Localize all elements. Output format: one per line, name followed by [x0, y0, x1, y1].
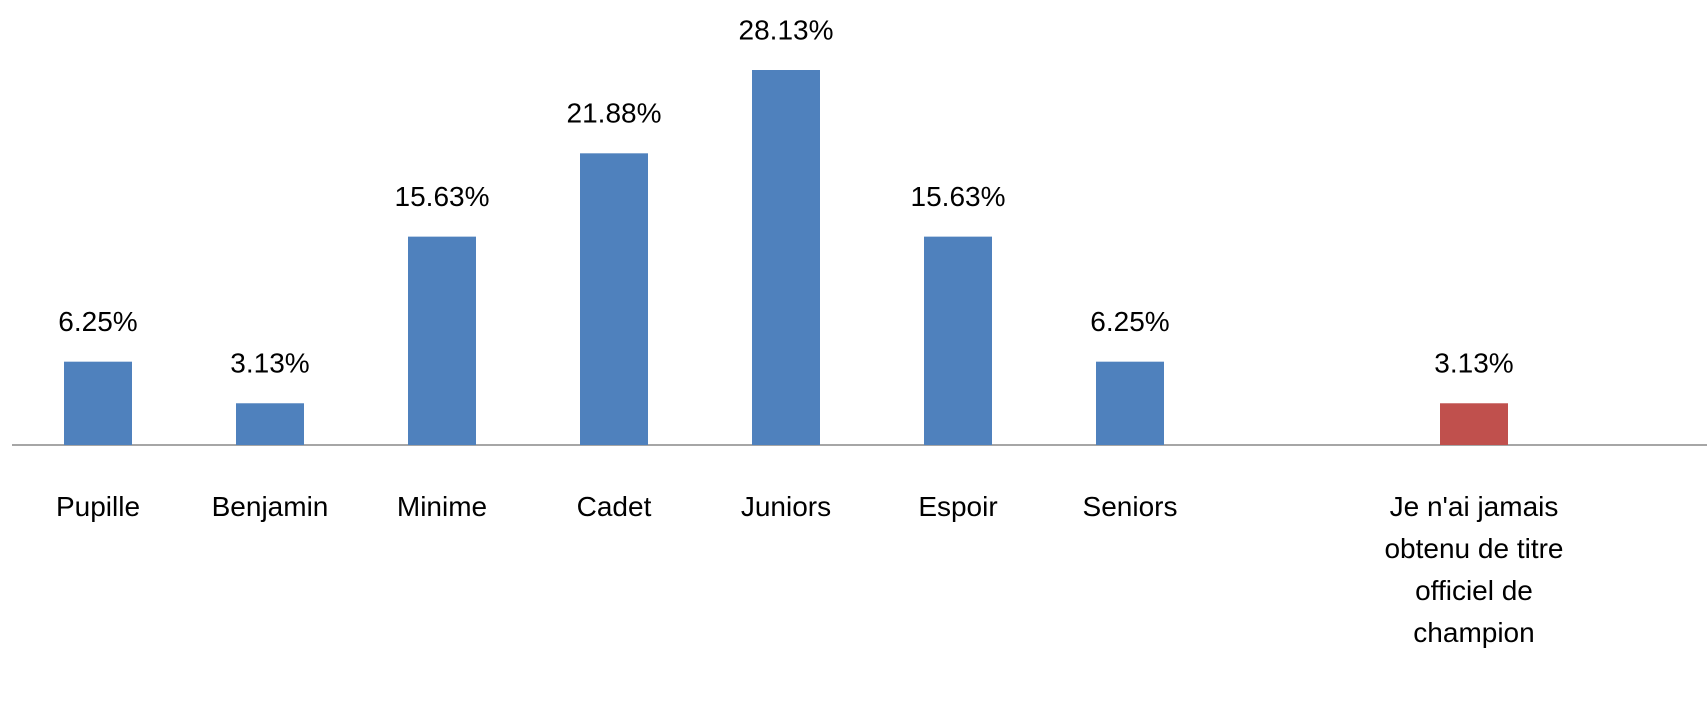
x-tick-label: Juniors: [740, 491, 832, 522]
x-tick-label: Benjamin: [211, 491, 329, 522]
data-label: 6.25%: [58, 306, 137, 337]
bar: [408, 236, 476, 445]
bar: [64, 361, 132, 445]
bar: [580, 153, 648, 445]
bar: [924, 236, 992, 445]
x-tick-label: Je n'ai jamais obtenu de titre officiel …: [1384, 491, 1564, 648]
data-label: 3.13%: [1434, 348, 1513, 379]
x-tick-label: Minime: [396, 491, 488, 522]
bar: [1440, 403, 1508, 445]
data-label: 21.88%: [567, 98, 662, 129]
x-tick-label: Pupille: [55, 491, 141, 522]
bar: [1096, 361, 1164, 445]
bar: [752, 70, 820, 445]
data-label: 3.13%: [230, 348, 309, 379]
data-label: 15.63%: [911, 181, 1006, 212]
data-label: 28.13%: [739, 14, 834, 45]
data-label: 15.63%: [395, 181, 490, 212]
x-tick-label: Cadet: [576, 491, 652, 522]
bar: [236, 403, 304, 445]
x-tick-label: Seniors: [1082, 491, 1178, 522]
x-tick-label: Espoir: [918, 491, 998, 522]
data-label: 6.25%: [1090, 306, 1169, 337]
